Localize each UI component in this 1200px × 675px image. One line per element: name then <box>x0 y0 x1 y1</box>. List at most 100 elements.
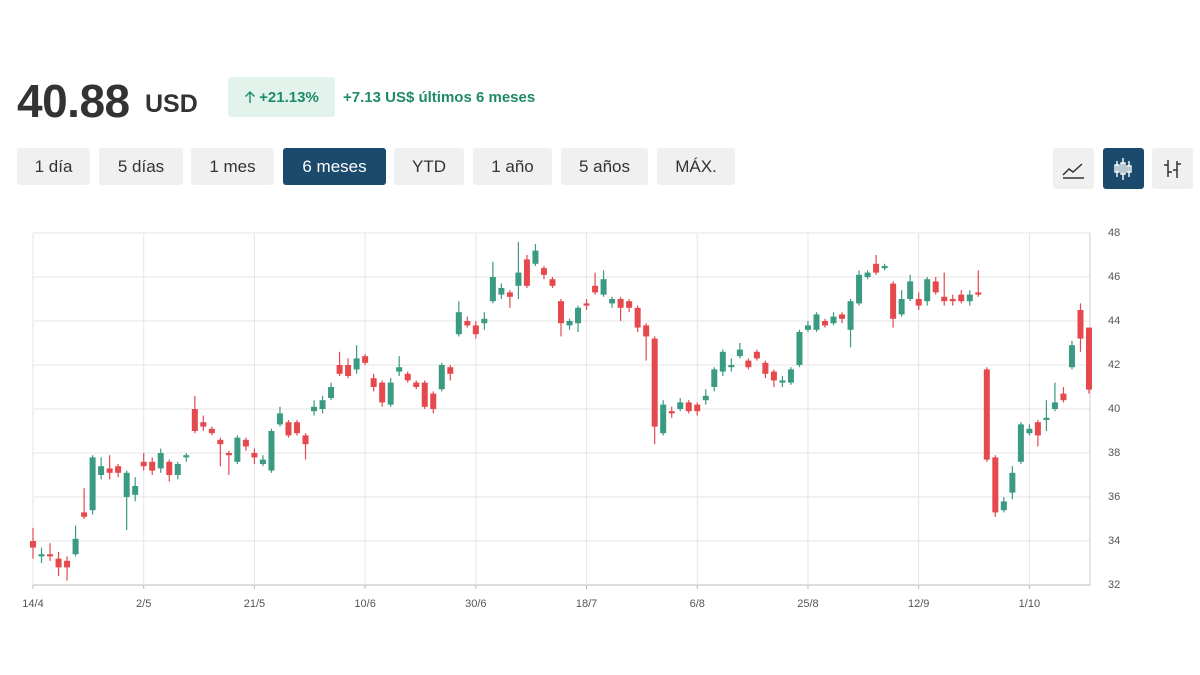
ohlc-icon <box>1164 160 1181 178</box>
line-icon <box>1062 163 1084 179</box>
x-tick-label: 30/6 <box>465 598 486 610</box>
range-button[interactable]: 5 días <box>99 148 183 185</box>
candle-body <box>804 325 811 330</box>
range-button[interactable]: 1 mes <box>191 148 274 185</box>
candle-body <box>421 382 428 407</box>
x-tick-label: 6/8 <box>690 598 705 610</box>
candle-body <box>958 294 965 302</box>
candle-body <box>489 277 496 302</box>
candle-body <box>558 301 564 324</box>
candle-body <box>932 281 939 293</box>
x-tick-label: 2/5 <box>136 598 151 610</box>
candle-body <box>975 292 982 295</box>
candle-body <box>157 453 164 469</box>
candle-body <box>634 307 641 328</box>
candle-body <box>81 512 88 517</box>
candle-body <box>1043 417 1050 420</box>
change-percent: +21.13% <box>259 88 319 106</box>
candle-body <box>575 307 582 324</box>
candle-body <box>966 294 973 302</box>
candle-body <box>847 301 854 330</box>
candle-body <box>1000 501 1007 511</box>
candle-body <box>915 299 922 306</box>
range-button[interactable]: MÁX. <box>657 148 735 185</box>
x-tick-label: 10/6 <box>354 598 375 610</box>
candle-body <box>404 373 411 381</box>
candle-body <box>1051 402 1058 409</box>
x-tick-label: 14/4 <box>22 598 43 610</box>
currency: USD <box>145 90 198 118</box>
candle-body <box>617 299 624 308</box>
candle-body <box>379 382 386 403</box>
candle-body <box>370 378 377 387</box>
candle-body <box>770 371 777 381</box>
range-button[interactable]: 1 día <box>17 148 90 185</box>
range-button[interactable]: 1 año <box>473 148 552 185</box>
candle-body <box>132 486 139 495</box>
candle-body <box>353 358 360 370</box>
candle-body <box>626 301 633 308</box>
x-tick-label: 25/8 <box>797 598 818 610</box>
y-tick-label: 32 <box>1108 579 1120 591</box>
candle-body <box>276 413 283 425</box>
candle-body <box>481 318 488 324</box>
candle-body <box>413 382 420 387</box>
candle-body <box>515 272 522 286</box>
candle-body <box>685 402 692 412</box>
candle-body <box>881 266 888 269</box>
candle-body <box>464 321 471 326</box>
candle-body <box>438 365 445 390</box>
candle-body <box>302 435 309 445</box>
candle-chart-button[interactable] <box>1103 148 1144 189</box>
candle-body <box>873 263 880 273</box>
candle-body <box>396 367 403 372</box>
candle-body <box>191 409 198 431</box>
range-button-active[interactable]: 6 meses <box>283 148 386 185</box>
candle-body <box>98 466 105 475</box>
candle-body <box>643 325 650 337</box>
y-tick-label: 36 <box>1108 491 1120 503</box>
ohlc-chart-button[interactable] <box>1152 148 1193 189</box>
candle-body <box>362 356 369 363</box>
candle-body <box>549 279 556 286</box>
line-chart-button[interactable] <box>1053 148 1094 189</box>
candle-body <box>455 312 462 335</box>
candle-body <box>898 299 905 315</box>
y-tick-label: 44 <box>1108 315 1120 327</box>
candle-body <box>251 453 258 458</box>
candle-body <box>702 395 709 401</box>
candle-body <box>1017 424 1024 462</box>
candle-body <box>532 250 539 264</box>
candle-body <box>856 274 863 304</box>
candle-body <box>319 400 326 409</box>
x-tick-label: 18/7 <box>576 598 597 610</box>
candle-body <box>745 360 752 368</box>
candle-body <box>762 362 769 374</box>
candle-body <box>89 457 96 511</box>
up-arrow-icon <box>245 91 256 103</box>
candle-body <box>1026 428 1033 434</box>
chart: 32 34 36 38 40 42 44 46 48 14/4 2/5 21/5 10/6 30/6 18/… <box>22 227 1120 610</box>
candle-body <box>1009 472 1016 493</box>
candle-body <box>609 299 616 304</box>
price: 40.88 <box>17 75 130 127</box>
candle-body <box>149 461 156 471</box>
candle-body <box>55 558 62 568</box>
x-tick-label: 12/9 <box>908 598 929 610</box>
candle-icon <box>1114 158 1132 180</box>
candle-body <box>711 369 718 387</box>
y-tick-label: 48 <box>1108 227 1120 239</box>
range-button[interactable]: 5 años <box>561 148 648 185</box>
candle-body <box>311 406 318 412</box>
candle-body <box>864 272 871 277</box>
candle-body <box>1086 327 1092 390</box>
candle-body <box>1077 310 1084 339</box>
y-tick-label: 40 <box>1108 403 1120 415</box>
candle-body <box>523 259 530 286</box>
candle-body <box>345 365 352 376</box>
candle-body <box>259 459 266 464</box>
x-tick-label: 1/10 <box>1019 598 1040 610</box>
candle-body <box>166 461 173 475</box>
y-tick-label: 34 <box>1108 535 1120 547</box>
range-button[interactable]: YTD <box>394 148 464 185</box>
